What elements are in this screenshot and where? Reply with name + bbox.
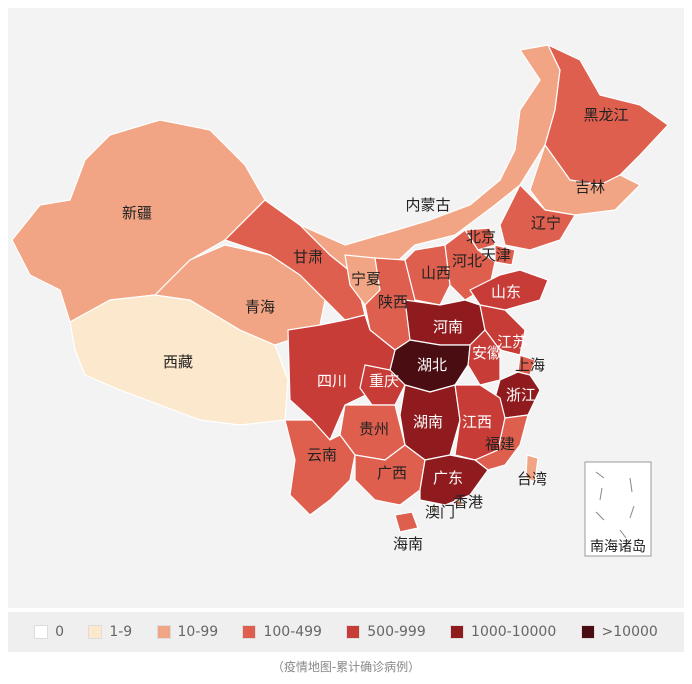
nine-dash-segment <box>619 529 627 539</box>
province-label: 陕西 <box>378 293 408 311</box>
province-label: 天津 <box>481 246 511 264</box>
province-label: 澳门 <box>425 503 455 521</box>
nine-dash-segment <box>629 505 635 519</box>
province-label: 西藏 <box>163 353 193 371</box>
legend-item: 100-499 <box>242 624 322 640</box>
nine-dash-segment <box>595 471 605 479</box>
province-label: 广东 <box>433 469 463 487</box>
province-label: 内蒙古 <box>405 196 450 214</box>
province-label: 山西 <box>421 264 451 282</box>
legend-label: 500-999 <box>367 624 426 640</box>
map-panel: 新疆西藏 青海 甘肃 内蒙古宁夏陕西 山西 黑龙江吉林 辽宁北京 天津 河北 山东河南江苏 安徽 上海… <box>8 8 684 608</box>
legend-label: 1000-10000 <box>471 624 557 640</box>
province-label: 青海 <box>245 298 275 316</box>
legend-label: >10000 <box>601 624 658 640</box>
nine-dash-segment <box>599 487 603 501</box>
south-china-sea-inset: 南海诸岛 <box>584 461 652 557</box>
province-label: 湖北 <box>417 356 447 374</box>
province-label: 河北 <box>452 252 482 270</box>
legend-swatch <box>34 625 49 639</box>
province-label: 安徽 <box>472 344 502 362</box>
province-label: 广西 <box>377 464 407 482</box>
province-label: 山东 <box>491 283 521 301</box>
province-label: 江西 <box>462 413 492 431</box>
province-福建[interactable] <box>474 414 529 471</box>
province-label: 湖南 <box>413 413 443 431</box>
legend-item: 500-999 <box>346 624 426 640</box>
province-label: 吉林 <box>575 178 605 196</box>
province-label: 四川 <box>317 372 347 390</box>
province-label: 海南 <box>393 535 423 553</box>
inset-frame <box>584 461 652 557</box>
province-label: 新疆 <box>122 204 152 222</box>
legend-swatch <box>580 625 595 639</box>
province-label: 宁夏 <box>351 270 381 288</box>
province-label: 辽宁 <box>531 214 561 232</box>
province-河北[interactable] <box>444 229 496 301</box>
province-广东[interactable] <box>419 454 489 506</box>
province-label: 北京 <box>466 228 496 246</box>
legend-label: 1-9 <box>109 624 133 640</box>
province-台湾[interactable] <box>525 454 539 483</box>
province-label: 贵州 <box>359 420 389 438</box>
province-澳门[interactable] <box>429 504 437 512</box>
province-label: 台湾 <box>517 470 547 488</box>
province-label: 黑龙江 <box>583 106 628 124</box>
map-caption: （疫情地图-累计确诊病例） <box>271 660 421 674</box>
nine-dash-segment <box>629 477 633 493</box>
province-辽宁[interactable] <box>499 184 576 251</box>
legend-swatch <box>346 625 361 639</box>
province-label: 浙江 <box>506 386 536 404</box>
legend-label: 0 <box>55 624 65 640</box>
province-label: 上海 <box>515 356 545 374</box>
legend-swatch <box>450 625 465 639</box>
inset-label: 南海诸岛 <box>590 539 646 555</box>
legend-label: 10-99 <box>177 624 219 640</box>
legend-item: >10000 <box>580 624 658 640</box>
legend-item: 1000-10000 <box>450 624 556 640</box>
legend-label: 100-499 <box>263 624 322 640</box>
province-label: 河南 <box>433 318 463 336</box>
province-label: 福建 <box>485 435 515 453</box>
province-吉林[interactable] <box>529 144 641 216</box>
province-香港[interactable] <box>454 499 463 507</box>
legend: 0 1-9 10-99 100-499 500-999 1000-10000 >10000 <box>8 612 684 652</box>
province-label: 重庆 <box>369 372 399 390</box>
province-海南[interactable] <box>394 511 419 533</box>
province-天津[interactable] <box>494 244 516 266</box>
province-label: 云南 <box>307 446 337 464</box>
province-label: 甘肃 <box>293 248 323 266</box>
legend-item: 0 <box>34 624 64 640</box>
legend-swatch <box>242 625 257 639</box>
nine-dash-segment <box>595 511 605 521</box>
legend-swatch <box>156 625 171 639</box>
legend-swatch <box>88 625 103 639</box>
province-云南[interactable] <box>284 419 356 516</box>
province-青海[interactable] <box>154 244 326 346</box>
province-label: 江苏 <box>497 333 527 351</box>
legend-item: 1-9 <box>88 624 132 640</box>
province-label: 香港 <box>453 493 483 511</box>
legend-item: 10-99 <box>156 624 219 640</box>
